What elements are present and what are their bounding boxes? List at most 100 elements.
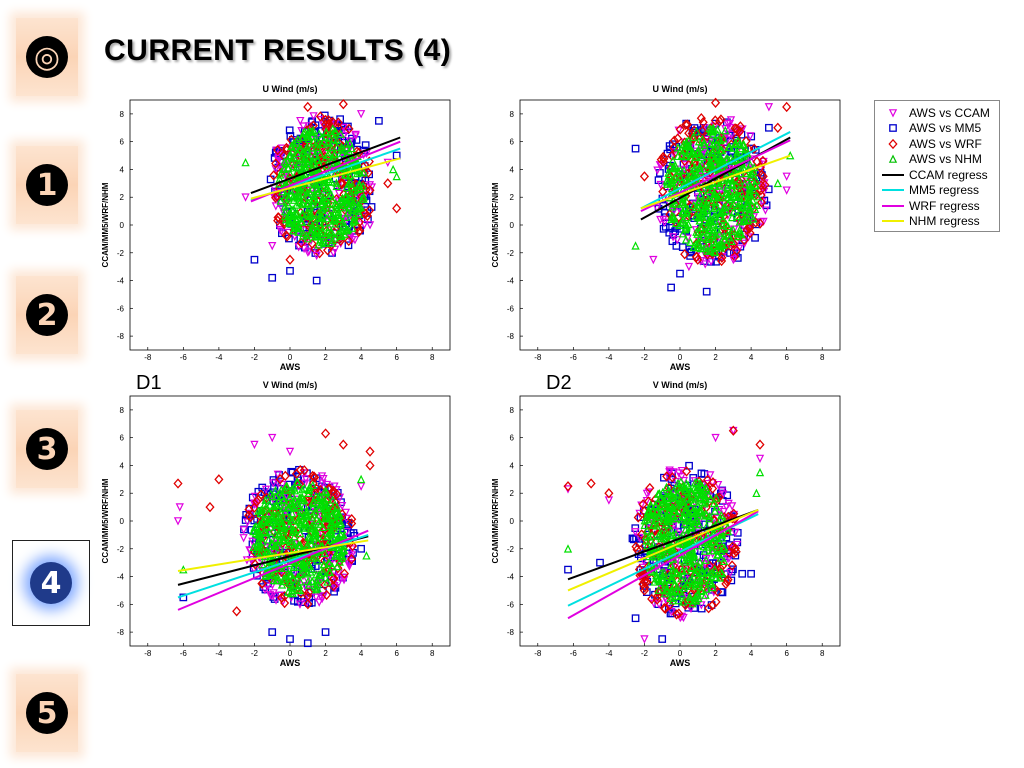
scatter-point: [681, 119, 691, 130]
legend-entry: NHM regress: [881, 214, 980, 229]
scatter-point: [283, 186, 292, 195]
scatter-point: [695, 575, 704, 585]
scatter-point: [281, 485, 290, 494]
scatter-point: [723, 574, 733, 585]
scatter-point: [271, 158, 281, 169]
scatter-point: [747, 200, 757, 210]
scatter-point: [320, 238, 330, 248]
scatter-point: [356, 474, 366, 484]
scatter-point: [323, 115, 334, 126]
scatter-point: [355, 167, 365, 176]
scatter-point: [303, 598, 313, 610]
scatter-point: [344, 194, 354, 204]
scatter-point: [713, 221, 722, 230]
scatter-point: [689, 555, 698, 565]
y-axis-label: CCAM/MM5/WRF/NHM: [491, 478, 500, 563]
scatter-point: [658, 156, 668, 167]
scatter-point: [723, 154, 732, 163]
x-tick-label: 4: [359, 353, 364, 362]
scatter-point: [693, 254, 703, 265]
nav-button-4-active[interactable]: 4: [12, 540, 90, 626]
scatter-point: [339, 541, 348, 551]
scatter-point: [720, 235, 729, 244]
scatter-point: [709, 203, 719, 213]
nav-button-3[interactable]: 3: [16, 410, 78, 488]
scatter-point: [726, 194, 735, 204]
scatter-point: [310, 150, 320, 159]
chart-title: V Wind (m/s): [263, 380, 317, 390]
scatter-point: [303, 101, 313, 113]
scatter-point: [697, 567, 706, 577]
scatter-point: [337, 226, 346, 235]
nav-button-overview[interactable]: ◎: [16, 18, 78, 96]
x-axis-label: AWS: [280, 362, 301, 372]
scatter-point: [729, 207, 738, 216]
scatter-point: [303, 248, 313, 257]
scatter-point: [344, 235, 354, 247]
scatter-point: [261, 495, 270, 504]
scatter-point: [336, 196, 345, 205]
y-tick-label: 8: [510, 110, 515, 119]
scatter-point: [308, 521, 317, 530]
series-aws-vs-wrf: [563, 425, 765, 596]
scatter-point: [314, 504, 323, 513]
scatter-point: [738, 140, 748, 149]
x-tick-label: -4: [215, 649, 223, 658]
scatter-point: [717, 240, 726, 250]
scatter-point: [678, 243, 687, 252]
scatter-point: [239, 526, 248, 535]
scatter-point: [392, 171, 401, 181]
scatter-point: [640, 635, 649, 644]
x-tick-label: -8: [534, 353, 542, 362]
scatter-point: [340, 573, 349, 583]
scatter-point: [298, 559, 307, 569]
scatter-point: [729, 544, 740, 555]
scatter-point: [697, 223, 706, 232]
scatter-point: [782, 172, 791, 181]
scatter-point: [280, 535, 289, 545]
y-tick-label: -8: [117, 332, 125, 341]
scatter-point: [700, 499, 709, 508]
scatter-point: [658, 151, 668, 163]
scatter-point: [656, 180, 665, 190]
y-tick-label: 8: [120, 110, 125, 119]
scatter-point: [268, 512, 277, 522]
scatter-point: [745, 172, 755, 181]
scatter-point: [319, 474, 328, 484]
scatter-point: [288, 490, 297, 499]
scatter-point: [639, 540, 650, 552]
nav-button-5[interactable]: 5: [16, 674, 78, 752]
scatter-point: [735, 176, 744, 185]
scatter-point: [739, 234, 749, 246]
scatter-point: [682, 503, 691, 512]
scatter-point: [670, 173, 679, 182]
scatter-point: [383, 178, 393, 189]
scatter-point: [676, 172, 685, 182]
scatter-point: [332, 200, 341, 209]
nav-button-2[interactable]: 2: [16, 276, 78, 354]
series-aws-vs-mm5: [564, 558, 755, 643]
y-tick-label: 0: [120, 517, 125, 526]
scatter-point: [308, 480, 317, 490]
scatter-point: [268, 433, 277, 443]
scatter-point: [664, 485, 673, 495]
scatter-point: [695, 164, 705, 173]
scatter-point: [706, 124, 716, 134]
y-tick-label: -2: [117, 249, 125, 258]
y-tick-label: -2: [507, 545, 515, 554]
x-axis-label: AWS: [280, 658, 301, 668]
scatter-point: [596, 558, 604, 567]
scatter-point: [702, 205, 711, 214]
scatter-point: [308, 200, 317, 209]
x-tick-label: 4: [749, 649, 754, 658]
scatter-point: [654, 512, 663, 521]
y-tick-label: -4: [117, 277, 125, 286]
scatter-point: [716, 212, 725, 221]
scatter-point: [275, 225, 285, 235]
y-tick-label: 4: [510, 165, 515, 174]
nav-button-1[interactable]: 1: [16, 146, 78, 224]
scatter-point: [296, 237, 306, 249]
scatter-point: [722, 502, 731, 512]
scatter-point: [709, 498, 719, 508]
scatter-point: [308, 184, 317, 193]
